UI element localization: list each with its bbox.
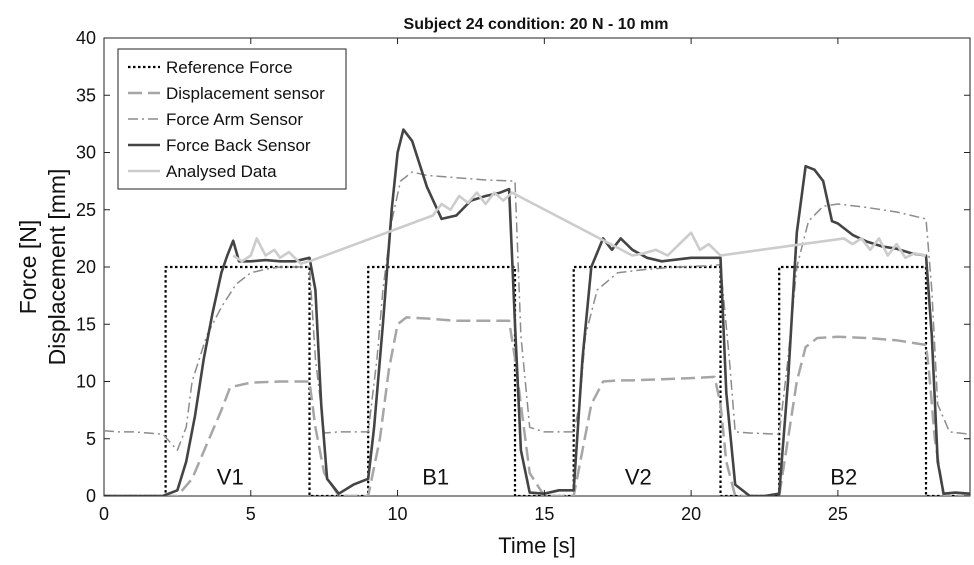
- x-tick-label: 5: [246, 504, 256, 524]
- axes-layer: 0 5 10 15 20 25 0 5 10 15 20 25 30 35 40: [76, 28, 970, 524]
- y-tick-label: 25: [76, 200, 96, 220]
- phase-annotation: V2: [625, 465, 652, 490]
- y-tick-label: 10: [76, 372, 96, 392]
- plot-area: V1 B1 V2 B2 0 5 10 15 20 25 0 5 10 15 20 25 30 35 40: [76, 28, 971, 524]
- x-tick-label: 20: [681, 504, 701, 524]
- x-tick-label: 10: [388, 504, 408, 524]
- series-line-force-back-sensor: [104, 128, 970, 496]
- legend: Reference Force Displacement sensor Force …: [117, 48, 347, 190]
- y-axis-label-line-1: Force [N]: [15, 220, 41, 315]
- annotation-layer: V1 B1 V2 B2: [217, 465, 857, 490]
- series-line-reference-force: [104, 265, 970, 496]
- y-tick-label: 15: [76, 314, 96, 334]
- series-layer: [104, 128, 970, 496]
- y-tick-label: 30: [76, 143, 96, 163]
- series-line-analysed-data: [232, 191, 927, 265]
- y-tick-label: 20: [76, 257, 96, 277]
- y-tick-label: 0: [86, 486, 96, 506]
- y-tick-label: 35: [76, 85, 96, 105]
- legend-label: Force Arm Sensor: [166, 110, 303, 129]
- series-line-force-arm-sensor: [104, 171, 970, 451]
- series-line-displacement-sensor: [104, 316, 970, 496]
- legend-label: Analysed Data: [166, 162, 277, 181]
- y-tick-label: 5: [86, 429, 96, 449]
- y-axis-label-line-2: Displacement [mm]: [44, 169, 70, 366]
- phase-annotation: B1: [422, 465, 449, 490]
- legend-label: Reference Force: [166, 58, 293, 77]
- x-axis-label: Time [s]: [498, 533, 575, 558]
- x-tick-label: 25: [828, 504, 848, 524]
- y-tick-label: 40: [76, 28, 96, 48]
- y-axis-label: Force [N] Displacement [mm]: [15, 169, 70, 366]
- x-tick-label: 0: [99, 504, 109, 524]
- phase-annotation: V1: [217, 465, 244, 490]
- phase-annotation: B2: [830, 465, 857, 490]
- chart-title: Subject 24 condition: 20 N - 10 mm: [404, 16, 669, 33]
- legend-label: Force Back Sensor: [166, 136, 311, 155]
- legend-label: Displacement sensor: [166, 84, 325, 103]
- x-tick-label: 15: [534, 504, 554, 524]
